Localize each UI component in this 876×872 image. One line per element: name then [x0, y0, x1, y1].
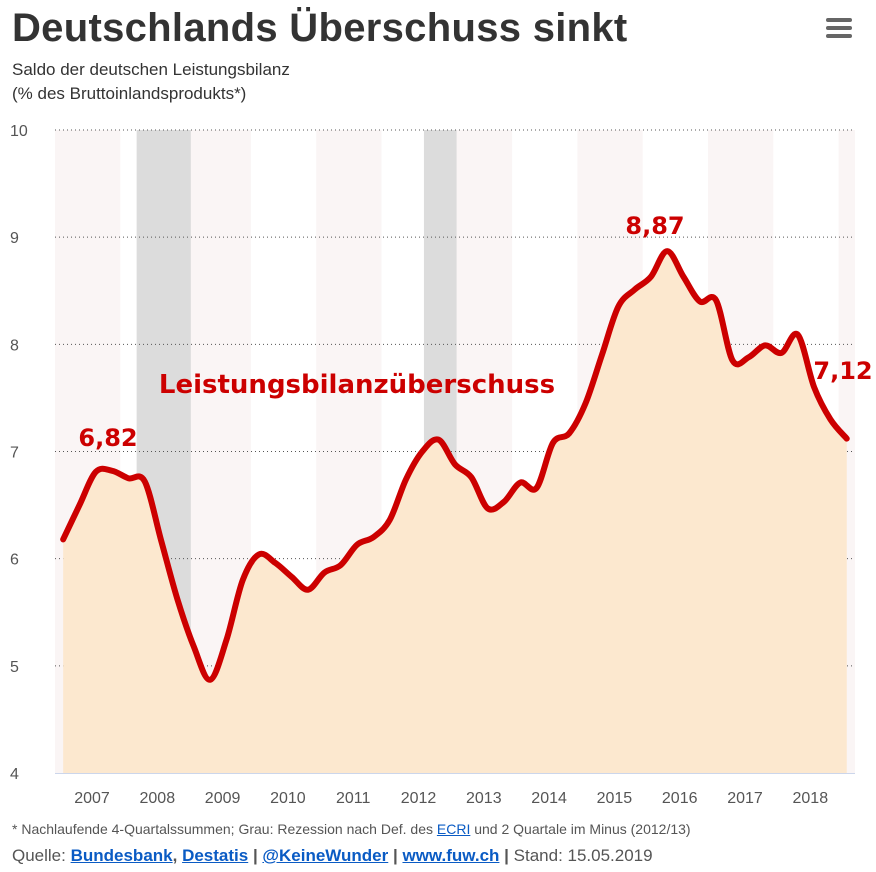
x-tick-label: 2016 — [662, 790, 698, 807]
y-tick-label: 6 — [10, 552, 19, 569]
y-tick-label: 7 — [10, 445, 19, 462]
series-line — [60, 248, 850, 683]
x-tick-label: 2012 — [401, 790, 437, 807]
comma: , — [172, 846, 183, 865]
destatis-link[interactable]: Destatis — [182, 846, 249, 865]
annotation-label_2019: 7,12 — [813, 357, 872, 385]
x-tick-label: 2018 — [793, 790, 829, 807]
separator: | — [388, 846, 403, 865]
ecri-link[interactable]: ECRI — [436, 821, 471, 837]
x-tick-label: 2009 — [205, 790, 241, 807]
chart-subtitle: Saldo der deutschen Leistungsbilanz — [12, 60, 290, 79]
twitter-link[interactable]: @KeineWunder — [262, 846, 389, 865]
separator: | — [499, 846, 514, 865]
x-tick-label: 2010 — [270, 790, 306, 807]
hamburger-menu-icon[interactable] — [826, 18, 852, 38]
y-tick-label: 9 — [10, 230, 19, 247]
y-tick-label: 4 — [10, 766, 19, 783]
footnote: * Nachlaufende 4-Quartalssummen; Grau: R… — [12, 821, 691, 837]
annotation-label_2016: 8,87 — [625, 212, 684, 240]
bundesbank-link[interactable]: Bundesbank — [70, 846, 173, 865]
x-tick-label: 2014 — [531, 790, 567, 807]
x-tick-label: 2013 — [466, 790, 502, 807]
x-tick-label: 2015 — [597, 790, 633, 807]
chart-subtitle-unit: (% des Bruttoinlandsprodukts*) — [12, 84, 247, 103]
chart-title: Deutschlands Überschuss sinkt — [12, 6, 628, 50]
series-area — [63, 251, 847, 773]
footnote-text: * Nachlaufende 4-Quartalssummen; Grau: R… — [12, 821, 437, 837]
footnote-text-end: und 2 Quartale im Minus (2012/13) — [470, 821, 691, 837]
website-link[interactable]: www.fuw.ch — [402, 846, 500, 865]
separator: | — [248, 846, 263, 865]
source-label: Quelle: — [12, 846, 71, 865]
y-tick-label: 8 — [10, 337, 19, 354]
stand-date: Stand: 15.05.2019 — [513, 846, 653, 865]
source-line: Quelle: Bundesbank, Destatis | @KeineWun… — [12, 846, 653, 866]
y-tick-label: 5 — [10, 659, 19, 676]
x-tick-label: 2017 — [727, 790, 763, 807]
x-tick-label: 2011 — [336, 790, 371, 807]
y-tick-label: 10 — [10, 123, 28, 140]
annotation-label_2007: 6,82 — [78, 424, 137, 452]
x-tick-label: 2007 — [74, 790, 110, 807]
annotation-series_label: Leistungsbilanzüberschuss — [159, 370, 555, 400]
x-tick-label: 2008 — [140, 790, 176, 807]
